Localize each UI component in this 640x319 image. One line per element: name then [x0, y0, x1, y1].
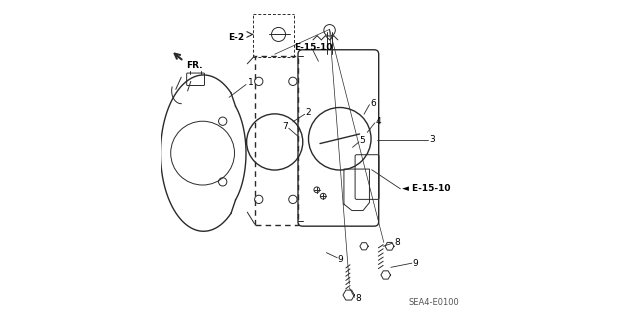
Text: 7: 7 [283, 122, 289, 131]
Text: 3: 3 [429, 135, 435, 144]
Text: 9: 9 [338, 255, 344, 263]
Text: 8: 8 [394, 238, 400, 247]
Text: SEA4-E0100: SEA4-E0100 [408, 298, 459, 307]
Text: 5: 5 [360, 137, 365, 145]
Text: 2: 2 [305, 108, 311, 117]
Text: 1: 1 [248, 78, 253, 87]
Text: 4: 4 [375, 117, 381, 126]
Text: FR.: FR. [186, 61, 202, 70]
Text: E-2: E-2 [228, 33, 244, 42]
Text: 8: 8 [355, 294, 361, 303]
Text: 6: 6 [370, 99, 376, 108]
Text: E-15-10: E-15-10 [294, 43, 332, 52]
Text: ◄ E-15-10: ◄ E-15-10 [403, 184, 451, 193]
Text: 9: 9 [413, 259, 419, 268]
